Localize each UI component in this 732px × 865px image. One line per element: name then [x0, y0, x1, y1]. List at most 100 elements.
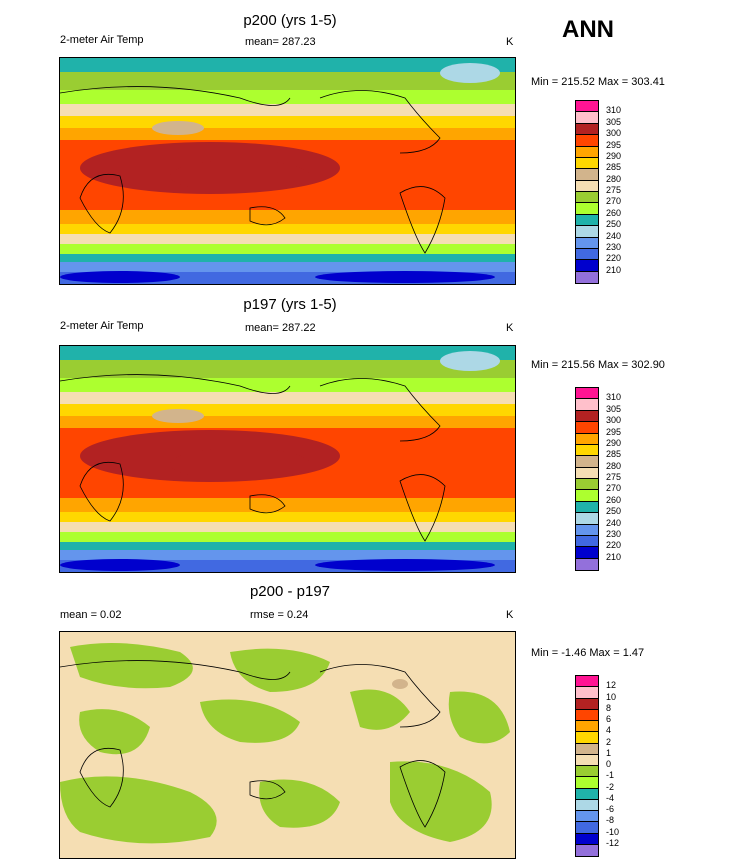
colorbar-tick-label: 310: [606, 105, 622, 116]
colorbar-box: [576, 180, 598, 192]
colorbar-box: [576, 456, 598, 468]
colorbar-tick-label: 1: [606, 747, 612, 758]
panel3-colorbar-ticks: 12 10 8 6 4 2 1 0 -1 -2 -4 -6 -8 -10 -12: [600, 675, 640, 855]
colorbar-tick-label: -6: [606, 804, 615, 814]
panel2-units-label: K: [506, 322, 514, 334]
colorbar-box: [576, 444, 598, 457]
panel3-colorbar: [575, 675, 599, 857]
colorbar-box: [576, 743, 598, 755]
colorbar-box: [576, 214, 598, 227]
colorbar-tick-label: 2: [606, 736, 612, 747]
colorbar-tick-label: 220: [606, 540, 622, 551]
panel3-rmse-label: rmse = 0.24: [250, 609, 309, 621]
colorbar-tick-label: 260: [606, 494, 622, 505]
colorbar-tick-label: 270: [606, 196, 622, 207]
colorbar-box: [576, 754, 598, 766]
colorbar-tick-label: 300: [606, 128, 622, 139]
colorbar-tick-label: 280: [606, 460, 622, 471]
colorbar-box: [576, 388, 598, 400]
colorbar-box: [576, 501, 598, 514]
colorbar-tick-label: -12: [606, 837, 620, 848]
colorbar-tick-label: 10: [606, 691, 617, 702]
colorbar-tick-label: 240: [606, 230, 622, 241]
colorbar-box: [576, 271, 598, 283]
panel2-colorbar-ticks: 310 305 300 295 290 285 280 275 270 260 250 240 230 2…: [600, 387, 640, 569]
colorbar-box: [576, 811, 598, 823]
colorbar-tick-label: 250: [606, 506, 622, 517]
colorbar-tick-label: 295: [606, 139, 622, 150]
colorbar-box: [576, 422, 598, 434]
colorbar-tick-label: 290: [606, 150, 622, 161]
colorbar-box: [576, 777, 598, 789]
colorbar-tick-label: 6: [606, 714, 612, 724]
panel2-colorbar: [575, 387, 599, 571]
colorbar-tick-label: 240: [606, 517, 622, 528]
colorbar-tick-label: -8: [606, 815, 615, 826]
colorbar-box: [576, 513, 598, 525]
colorbar-tick-label: 12: [606, 680, 617, 691]
colorbar-box: [576, 399, 598, 411]
colorbar-tick-label: 4: [606, 725, 612, 736]
colorbar-box: [576, 833, 598, 845]
colorbar-box: [576, 101, 598, 113]
panel2-minmax-label: Min = 215.56 Max = 302.90: [531, 359, 665, 371]
season-label: ANN: [562, 16, 614, 43]
colorbar-box: [576, 157, 598, 170]
colorbar-box: [576, 676, 598, 688]
colorbar-box: [576, 226, 598, 238]
panel3-map-field: [60, 632, 515, 858]
colorbar-tick-label: -2: [606, 781, 615, 792]
colorbar-box: [576, 844, 598, 856]
colorbar-tick-label: 260: [606, 207, 622, 218]
colorbar-tick-label: 285: [606, 162, 622, 173]
colorbar-box: [576, 799, 598, 811]
colorbar-tick-label: 310: [606, 392, 622, 403]
panel1-colorbar: [575, 100, 599, 284]
panel1-title: p200 (yrs 1-5): [243, 12, 337, 29]
colorbar-tick-label: 275: [606, 185, 622, 195]
colorbar-tick-label: 280: [606, 173, 622, 184]
colorbar-box: [576, 698, 598, 710]
panel3-mean-label: mean = 0.02: [60, 609, 122, 621]
colorbar-tick-label: 220: [606, 253, 622, 264]
panel2-mean-label: mean= 287.22: [245, 322, 316, 334]
colorbar-box: [576, 709, 598, 721]
colorbar-box: [576, 433, 598, 445]
panel3-map: [59, 631, 516, 859]
colorbar-tick-label: 290: [606, 437, 622, 448]
colorbar-box: [576, 479, 598, 491]
colorbar-box: [576, 192, 598, 204]
colorbar-box: [576, 766, 598, 778]
panel3-title: p200 - p197: [249, 583, 331, 600]
panel2-map-field: [60, 346, 515, 572]
colorbar-tick-label: -1: [606, 770, 615, 781]
colorbar-box: [576, 535, 598, 548]
panel3-units-label: K: [506, 609, 514, 621]
panel1-minmax-label: Min = 215.52 Max = 303.41: [531, 76, 665, 88]
colorbar-box: [576, 123, 598, 136]
colorbar-box: [576, 146, 598, 158]
colorbar-tick-label: -4: [606, 792, 615, 803]
colorbar-box: [576, 260, 598, 272]
panel1-variable-label: 2-meter Air Temp: [60, 34, 144, 46]
colorbar-box: [576, 203, 598, 215]
colorbar-tick-label: 8: [606, 702, 612, 713]
colorbar-tick-label: 230: [606, 528, 622, 539]
colorbar-tick-label: 230: [606, 241, 622, 252]
colorbar-box: [576, 558, 598, 570]
colorbar-tick-label: 295: [606, 426, 622, 437]
panel2-variable-label: 2-meter Air Temp: [60, 320, 144, 332]
colorbar-tick-label: 300: [606, 415, 622, 426]
colorbar-box: [576, 237, 598, 249]
colorbar-tick-label: -10: [606, 826, 620, 837]
colorbar-tick-label: 270: [606, 483, 622, 494]
panel2-map: [59, 345, 516, 573]
panel1-map: [59, 57, 516, 285]
colorbar-tick-label: 210: [606, 551, 622, 562]
colorbar-box: [576, 248, 598, 261]
colorbar-tick-label: 285: [606, 449, 622, 460]
panel2-title: p197 (yrs 1-5): [243, 296, 337, 313]
colorbar-box: [576, 822, 598, 834]
colorbar-tick-label: 305: [606, 403, 622, 414]
colorbar-box: [576, 135, 598, 147]
